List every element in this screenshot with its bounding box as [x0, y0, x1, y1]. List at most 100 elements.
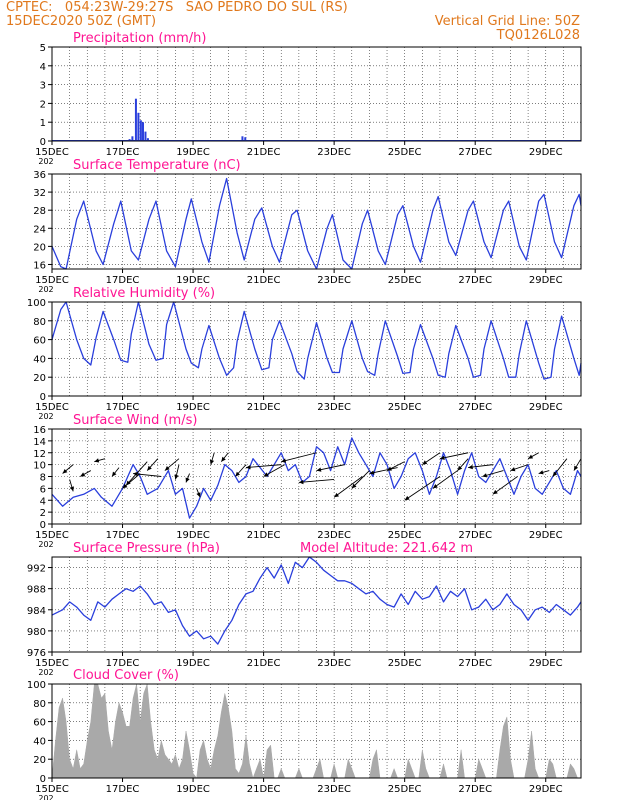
wind-arrow-head [387, 466, 392, 471]
x-tick-label: 25DEC [388, 402, 422, 413]
y-tick-label: 6 [40, 484, 46, 495]
wind-arrow-head [196, 492, 201, 498]
x-year-label: 202 [38, 285, 53, 294]
x-tick-label: 19DEC [176, 147, 210, 158]
x-tick-label: 25DEC [388, 275, 422, 286]
y-tick-label: 1 [40, 118, 46, 129]
x-tick-label: 25DEC [388, 147, 422, 158]
wind-arrow-head [94, 458, 100, 463]
x-tick-label: 27DEC [458, 530, 492, 541]
pres-series-line [51, 556, 582, 645]
x-tick-label: 21DEC [247, 658, 281, 669]
x-tick-label: 27DEC [458, 275, 492, 286]
wind-arrow-head [164, 466, 170, 471]
precip-bar [241, 136, 244, 141]
x-tick-label: 21DEC [247, 275, 281, 286]
temp-title: Surface Temperature (nC) [73, 158, 241, 173]
wind-arrow-head [209, 459, 215, 465]
y-tick-label: 5 [40, 43, 46, 54]
y-tick-label: 80 [33, 317, 46, 328]
precip-bar [134, 98, 137, 141]
wind-arrow-head [69, 486, 74, 492]
wind-arrow-head [122, 483, 128, 489]
y-tick-label: 40 [33, 736, 46, 747]
wind-arrow-head [552, 471, 558, 477]
y-tick-label: 976 [27, 648, 46, 659]
precip-bar [137, 112, 140, 141]
x-tick-label: 23DEC [317, 275, 351, 286]
x-tick-label: 25DEC [388, 784, 422, 795]
x-year-label: 202 [38, 157, 53, 166]
wind-arrow-head [80, 472, 86, 477]
y-tick-label: 0 [40, 520, 46, 531]
pres-title: Surface Pressure (hPa) [73, 541, 220, 556]
cloud-area [51, 683, 581, 779]
y-tick-label: 0 [40, 774, 46, 785]
rh-panel: 0 20 40 60 80 100 15DEC 17DEC 19DEC 21DEC 23DEC 25D… [27, 286, 582, 421]
x-tick-label: 17DEC [106, 147, 140, 158]
rh-frame [51, 301, 582, 397]
x-tick-label: 29DEC [529, 530, 563, 541]
x-tick-label: 21DEC [247, 147, 281, 158]
y-tick-label: 80 [33, 699, 46, 710]
x-year-label: 202 [38, 412, 53, 421]
x-tick-label: 27DEC [458, 402, 492, 413]
y-tick-label: 2 [40, 99, 46, 110]
x-tick-label: 19DEC [176, 658, 210, 669]
x-tick-label: 17DEC [106, 530, 140, 541]
wind-arrow-head [147, 465, 152, 471]
y-tick-label: 32 [33, 188, 46, 199]
precip-bar [146, 138, 149, 141]
wind-arrow-head [235, 471, 240, 477]
x-tick-label: 29DEC [529, 275, 563, 286]
wind-arrow [316, 464, 345, 472]
cloud-panel: 0 20 40 60 80 100 15DEC 17DEC 19DEC 21DEC 23DEC 25D… [27, 668, 582, 800]
x-tick-label: 15DEC [35, 784, 69, 795]
pres-frame [51, 556, 582, 653]
pres-panel: 976 980 984 988 992 15DEC 17DEC 19DEC 21DEC 23DEC… [27, 541, 582, 677]
y-tick-label: 0 [40, 392, 46, 403]
x-tick-label: 23DEC [317, 658, 351, 669]
y-tick-label: 24 [33, 224, 46, 235]
x-year-label: 202 [38, 668, 53, 677]
wind-arrow-head [351, 483, 357, 489]
precip-bar [244, 137, 247, 141]
x-tick-label: 19DEC [176, 275, 210, 286]
precip-title: Precipitation (mm/h) [73, 31, 206, 46]
wind-arrow-head [185, 477, 190, 483]
wind-arrow-head [404, 495, 410, 501]
y-tick-label: 980 [27, 627, 46, 638]
pres-extra-title: Model Altitude: 221.642 m [300, 541, 473, 556]
wind-arrow-head [133, 471, 138, 477]
y-tick-label: 4 [40, 496, 46, 507]
wind-arrow-head [174, 474, 179, 480]
y-tick-label: 2 [40, 508, 46, 519]
wind-arrow-head [62, 469, 68, 474]
cloud-title: Cloud Cover (%) [73, 668, 179, 683]
x-tick-label: 29DEC [529, 147, 563, 158]
wind-arrow-head [334, 492, 339, 498]
wind-arrow [439, 452, 469, 460]
header-station: CPTEC: 054:23W-29:27S SAO PEDRO DO SUL (… [6, 0, 348, 15]
x-tick-label: 27DEC [458, 658, 492, 669]
y-tick-label: 984 [27, 606, 46, 617]
x-tick-label: 15DEC [35, 147, 69, 158]
y-tick-label: 60 [33, 336, 46, 347]
precip-frame [51, 46, 582, 142]
x-tick-label: 27DEC [458, 784, 492, 795]
precip-bar [144, 131, 147, 141]
rh-series-line [51, 301, 582, 380]
cloud-frame [51, 683, 582, 779]
y-tick-label: 988 [27, 585, 46, 596]
wind-arrow [298, 479, 335, 483]
x-tick-label: 27DEC [458, 147, 492, 158]
wind-arrow [492, 476, 518, 495]
y-tick-label: 20 [33, 242, 46, 253]
wind-arrow-head [298, 479, 304, 485]
wind-arrow-head [112, 471, 117, 477]
wind-arrow-head [221, 456, 226, 462]
wind-arrow [432, 470, 458, 489]
x-tick-label: 17DEC [106, 784, 140, 795]
temp-series-line [51, 177, 582, 270]
